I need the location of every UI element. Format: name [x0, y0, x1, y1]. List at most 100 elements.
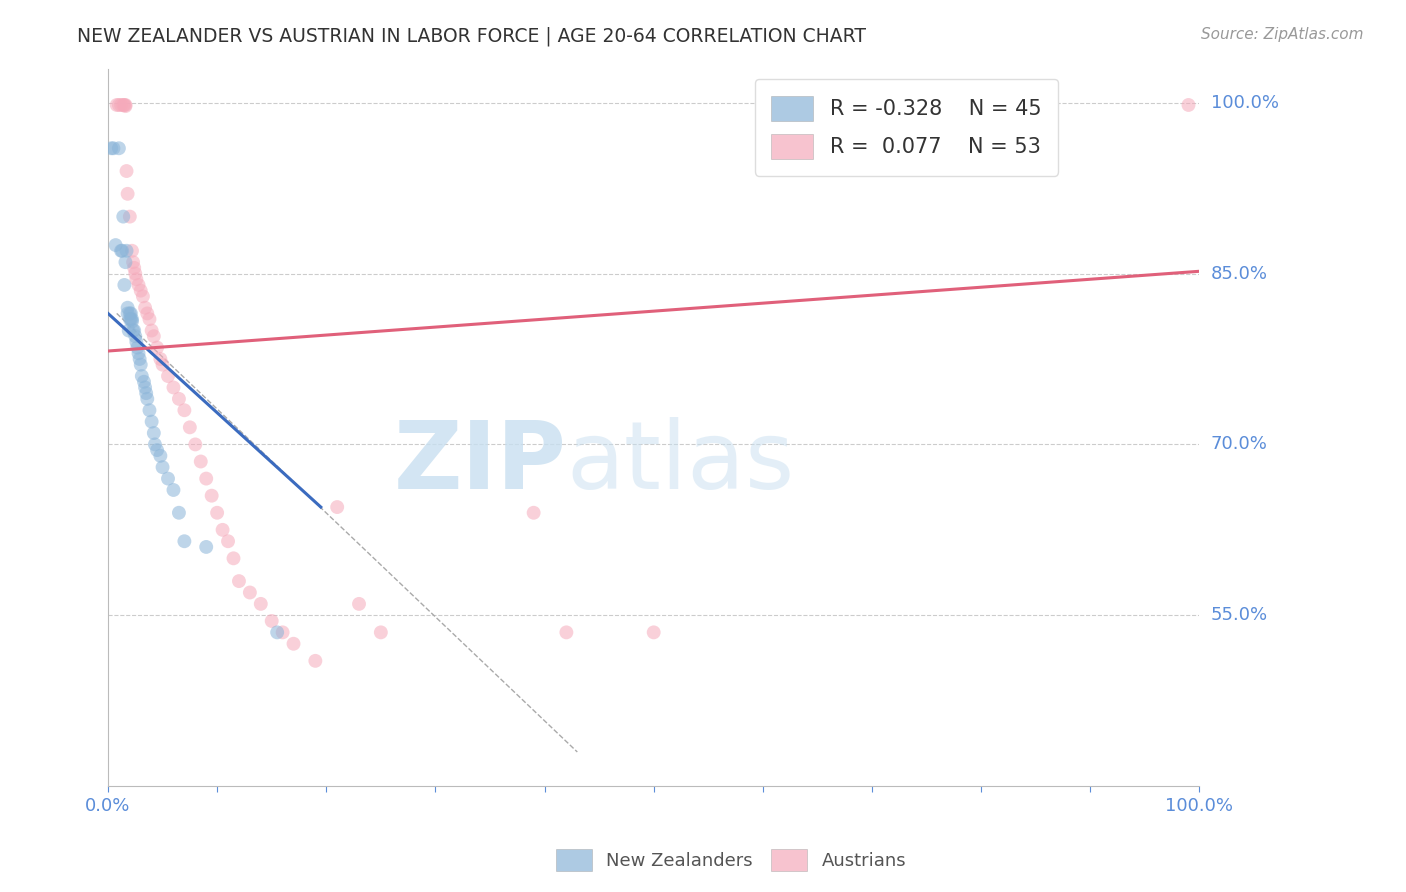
Point [103, 141, 125, 155]
Point [104, 238, 127, 252]
Point [117, 306, 139, 320]
Point [108, 141, 131, 155]
Point [347, 597, 370, 611]
Point [142, 329, 165, 343]
Point [138, 403, 160, 417]
Text: 85.0%: 85.0% [1211, 265, 1268, 283]
Point [100, 141, 122, 155]
Text: Source: ZipAtlas.com: Source: ZipAtlas.com [1201, 27, 1364, 42]
Point [143, 437, 166, 451]
Point [555, 625, 578, 640]
Point [167, 506, 190, 520]
Point [108, 98, 131, 112]
Point [149, 351, 172, 366]
Point [195, 540, 218, 554]
Point [260, 614, 283, 628]
Point [118, 306, 141, 320]
Point [112, 98, 135, 112]
Point [115, 244, 138, 258]
Point [167, 392, 190, 406]
Point [136, 392, 159, 406]
Point [122, 324, 145, 338]
Point [129, 358, 152, 372]
Point [249, 597, 271, 611]
Point [146, 341, 169, 355]
Point [370, 625, 392, 640]
Point [184, 437, 207, 451]
Point [643, 625, 665, 640]
Point [195, 472, 218, 486]
Point [239, 585, 262, 599]
Point [112, 277, 135, 292]
Point [117, 301, 139, 315]
Point [173, 534, 195, 549]
Point [156, 369, 179, 384]
Point [125, 272, 148, 286]
Point [135, 386, 157, 401]
Point [112, 210, 135, 224]
Point [222, 551, 245, 566]
Point [134, 380, 156, 394]
Point [173, 403, 195, 417]
Point [114, 99, 136, 113]
Point [283, 637, 305, 651]
Point [120, 306, 142, 320]
Point [149, 449, 172, 463]
Point [326, 500, 349, 514]
Point [105, 98, 128, 112]
Point [118, 210, 141, 224]
Point [110, 244, 132, 258]
Point [138, 312, 160, 326]
Point [141, 415, 163, 429]
Text: ZIP: ZIP [394, 417, 567, 509]
Text: 100.0%: 100.0% [1211, 94, 1278, 112]
Point [124, 267, 146, 281]
Text: 70.0%: 70.0% [1211, 435, 1267, 453]
Point [120, 312, 142, 326]
Point [271, 625, 294, 640]
Point [523, 506, 546, 520]
Legend: New Zealanders, Austrians: New Zealanders, Austrians [548, 842, 914, 879]
Point [111, 244, 134, 258]
Point [217, 534, 239, 549]
Point [179, 420, 201, 434]
Point [110, 98, 132, 112]
Point [141, 324, 163, 338]
Point [152, 358, 174, 372]
Point [205, 506, 228, 520]
Point [112, 98, 135, 112]
Point [132, 289, 155, 303]
Text: NEW ZEALANDER VS AUSTRIAN IN LABOR FORCE | AGE 20-64 CORRELATION CHART: NEW ZEALANDER VS AUSTRIAN IN LABOR FORCE… [77, 27, 866, 46]
Point [127, 341, 149, 355]
Point [121, 244, 143, 258]
Point [114, 255, 136, 269]
Point [122, 255, 145, 269]
Point [146, 443, 169, 458]
Point [132, 375, 155, 389]
Point [211, 523, 233, 537]
Point [304, 654, 326, 668]
Point [122, 324, 145, 338]
Point [118, 312, 141, 326]
Point [125, 334, 148, 349]
Point [266, 625, 288, 640]
Point [162, 483, 184, 497]
Point [162, 380, 184, 394]
Point [201, 489, 224, 503]
Legend: R = -0.328    N = 45, R =  0.077    N = 53: R = -0.328 N = 45, R = 0.077 N = 53 [755, 78, 1059, 176]
Point [121, 314, 143, 328]
Point [114, 98, 136, 112]
Point [228, 574, 250, 588]
Point [128, 346, 150, 360]
Text: 55.0%: 55.0% [1211, 607, 1268, 624]
Point [124, 329, 146, 343]
Point [142, 425, 165, 440]
Point [136, 306, 159, 320]
Point [152, 460, 174, 475]
Point [115, 164, 138, 178]
Text: atlas: atlas [567, 417, 794, 509]
Point [128, 277, 150, 292]
Point [1177, 98, 1199, 112]
Point [131, 369, 153, 384]
Point [117, 186, 139, 201]
